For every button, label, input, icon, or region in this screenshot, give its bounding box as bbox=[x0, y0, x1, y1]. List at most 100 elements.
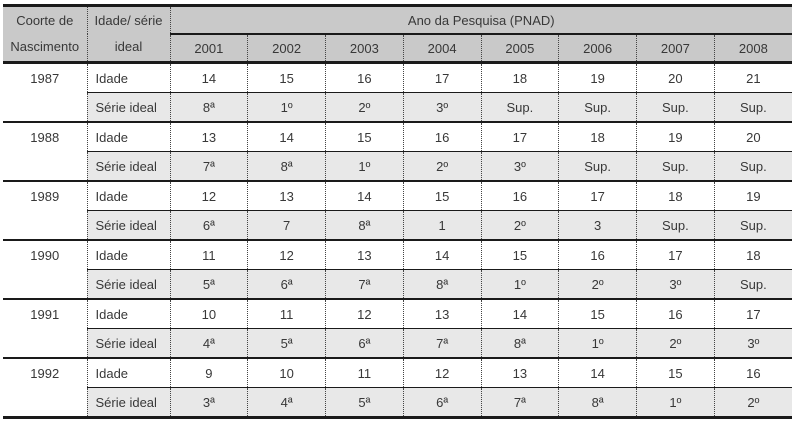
header-coorte-line1: Coorte de bbox=[16, 13, 74, 28]
serie-value-cell: 7ª bbox=[402, 328, 481, 359]
serie-value-cell: 2º bbox=[636, 328, 715, 359]
idade-value-cell: 11 bbox=[325, 358, 404, 388]
idade-value-cell: 14 bbox=[325, 181, 404, 211]
idade-row-1991: 1991 Idade 10 11 12 13 14 15 16 17 bbox=[3, 299, 792, 359]
serie-value-cell: 2º bbox=[402, 151, 481, 182]
header-row-top: Coorte de Nascimento Idade/ série ideal … bbox=[3, 5, 792, 64]
idade-value-cell: 17 bbox=[558, 181, 637, 211]
header-idade-serie-line2: ideal bbox=[114, 39, 143, 54]
idade-value-cell: 12 bbox=[325, 299, 404, 329]
header-year-2004: 2004 bbox=[402, 34, 481, 64]
serie-value-cell: Sup. bbox=[636, 151, 715, 182]
serie-value-cell: 2º bbox=[713, 387, 792, 419]
idade-value-cell: 20 bbox=[713, 122, 792, 152]
serie-value-cell: 8ª bbox=[402, 269, 481, 300]
serie-row-1992: Série ideal 3ª 4ª 5ª 6ª 7ª 8ª 1º 2º bbox=[3, 387, 792, 419]
serie-row-1990: Série ideal 5ª 6ª 7ª 8ª 1º 2º 3º Sup. bbox=[3, 269, 792, 300]
serie-row-1988: Série ideal 7ª 8ª 1º 2º 3º Sup. Sup. Sup… bbox=[3, 151, 792, 182]
serie-value-cell: 5ª bbox=[325, 387, 404, 419]
idade-value-cell: 19 bbox=[713, 181, 792, 211]
idade-value-cell: 17 bbox=[480, 122, 559, 152]
serie-value-cell: Sup. bbox=[713, 92, 792, 123]
idade-value-cell: 12 bbox=[247, 240, 326, 270]
idade-value-cell: 12 bbox=[402, 358, 481, 388]
idade-value-cell: 13 bbox=[325, 240, 404, 270]
idade-value-cell: 20 bbox=[636, 62, 715, 93]
idade-value-cell: 15 bbox=[325, 122, 404, 152]
serie-value-cell: Sup. bbox=[636, 92, 715, 123]
serie-value-cell: Sup. bbox=[713, 210, 792, 241]
row-label-serie: Série ideal bbox=[86, 92, 170, 123]
serie-value-cell: 7ª bbox=[480, 387, 559, 419]
header-idade-serie: Idade/ série ideal bbox=[86, 5, 170, 64]
idade-value-cell: 17 bbox=[636, 240, 715, 270]
serie-value-cell: 3º bbox=[402, 92, 481, 123]
idade-value-cell: 16 bbox=[325, 62, 404, 93]
serie-value-cell: Sup. bbox=[636, 210, 715, 241]
row-label-idade: Idade bbox=[86, 358, 170, 388]
cohort-year-cell: 1991 bbox=[3, 299, 87, 359]
serie-value-cell: 7 bbox=[247, 210, 326, 241]
idade-row-1987: 1987 Idade 14 15 16 17 18 19 20 21 bbox=[3, 62, 792, 123]
idade-value-cell: 15 bbox=[247, 62, 326, 93]
idade-value-cell: 16 bbox=[636, 299, 715, 329]
serie-value-cell: Sup. bbox=[558, 92, 637, 123]
serie-value-cell: 7ª bbox=[325, 269, 404, 300]
idade-value-cell: 11 bbox=[247, 299, 326, 329]
row-label-idade: Idade bbox=[86, 122, 170, 152]
serie-value-cell: Sup. bbox=[713, 151, 792, 182]
serie-value-cell: 3ª bbox=[169, 387, 248, 419]
row-label-idade: Idade bbox=[86, 299, 170, 329]
cohort-age-grade-table: Coorte de Nascimento Idade/ série ideal … bbox=[3, 4, 792, 419]
serie-row-1991: Série ideal 4ª 5ª 6ª 7ª 8ª 1º 2º 3º bbox=[3, 328, 792, 359]
header-year-2005: 2005 bbox=[480, 34, 559, 64]
serie-value-cell: 8ª bbox=[169, 92, 248, 123]
serie-value-cell: 7ª bbox=[169, 151, 248, 182]
serie-value-cell: 3º bbox=[636, 269, 715, 300]
idade-value-cell: 13 bbox=[402, 299, 481, 329]
idade-value-cell: 18 bbox=[480, 62, 559, 93]
idade-row-1989: 1989 Idade 12 13 14 15 16 17 18 19 bbox=[3, 181, 792, 241]
idade-value-cell: 15 bbox=[636, 358, 715, 388]
header-year-2007: 2007 bbox=[636, 34, 715, 64]
serie-value-cell: 2º bbox=[480, 210, 559, 241]
cohort-year-cell: 1990 bbox=[3, 240, 87, 300]
row-label-serie: Série ideal bbox=[86, 328, 170, 359]
header-idade-serie-line1: Idade/ série bbox=[94, 13, 163, 28]
header-year-2006: 2006 bbox=[558, 34, 637, 64]
idade-value-cell: 15 bbox=[480, 240, 559, 270]
idade-value-cell: 16 bbox=[402, 122, 481, 152]
cohort-year-cell: 1989 bbox=[3, 181, 87, 241]
idade-value-cell: 12 bbox=[169, 181, 248, 211]
serie-value-cell: 4ª bbox=[247, 387, 326, 419]
idade-value-cell: 11 bbox=[169, 240, 248, 270]
header-year-2003: 2003 bbox=[325, 34, 404, 64]
idade-value-cell: 10 bbox=[247, 358, 326, 388]
cohort-year-cell: 1988 bbox=[3, 122, 87, 182]
idade-value-cell: 14 bbox=[558, 358, 637, 388]
header-coorte-nascimento: Coorte de Nascimento bbox=[3, 5, 87, 64]
serie-value-cell: 1º bbox=[480, 269, 559, 300]
serie-value-cell: 1 bbox=[402, 210, 481, 241]
serie-value-cell: 3º bbox=[480, 151, 559, 182]
serie-value-cell: 8ª bbox=[480, 328, 559, 359]
serie-value-cell: Sup. bbox=[713, 269, 792, 300]
idade-value-cell: 14 bbox=[480, 299, 559, 329]
serie-value-cell: 1º bbox=[558, 328, 637, 359]
serie-value-cell: 1º bbox=[247, 92, 326, 123]
idade-value-cell: 9 bbox=[169, 358, 248, 388]
serie-value-cell: 3º bbox=[713, 328, 792, 359]
row-label-idade: Idade bbox=[86, 62, 170, 93]
serie-value-cell: 8ª bbox=[325, 210, 404, 241]
serie-value-cell: 4ª bbox=[169, 328, 248, 359]
serie-value-cell: 6ª bbox=[402, 387, 481, 419]
idade-value-cell: 16 bbox=[713, 358, 792, 388]
row-label-serie: Série ideal bbox=[86, 210, 170, 241]
idade-value-cell: 16 bbox=[558, 240, 637, 270]
idade-value-cell: 14 bbox=[169, 62, 248, 93]
idade-row-1992: 1992 Idade 9 10 11 12 13 14 15 16 bbox=[3, 358, 792, 419]
row-label-serie: Série ideal bbox=[86, 269, 170, 300]
serie-value-cell: 8ª bbox=[247, 151, 326, 182]
idade-value-cell: 13 bbox=[169, 122, 248, 152]
serie-value-cell: 2º bbox=[558, 269, 637, 300]
